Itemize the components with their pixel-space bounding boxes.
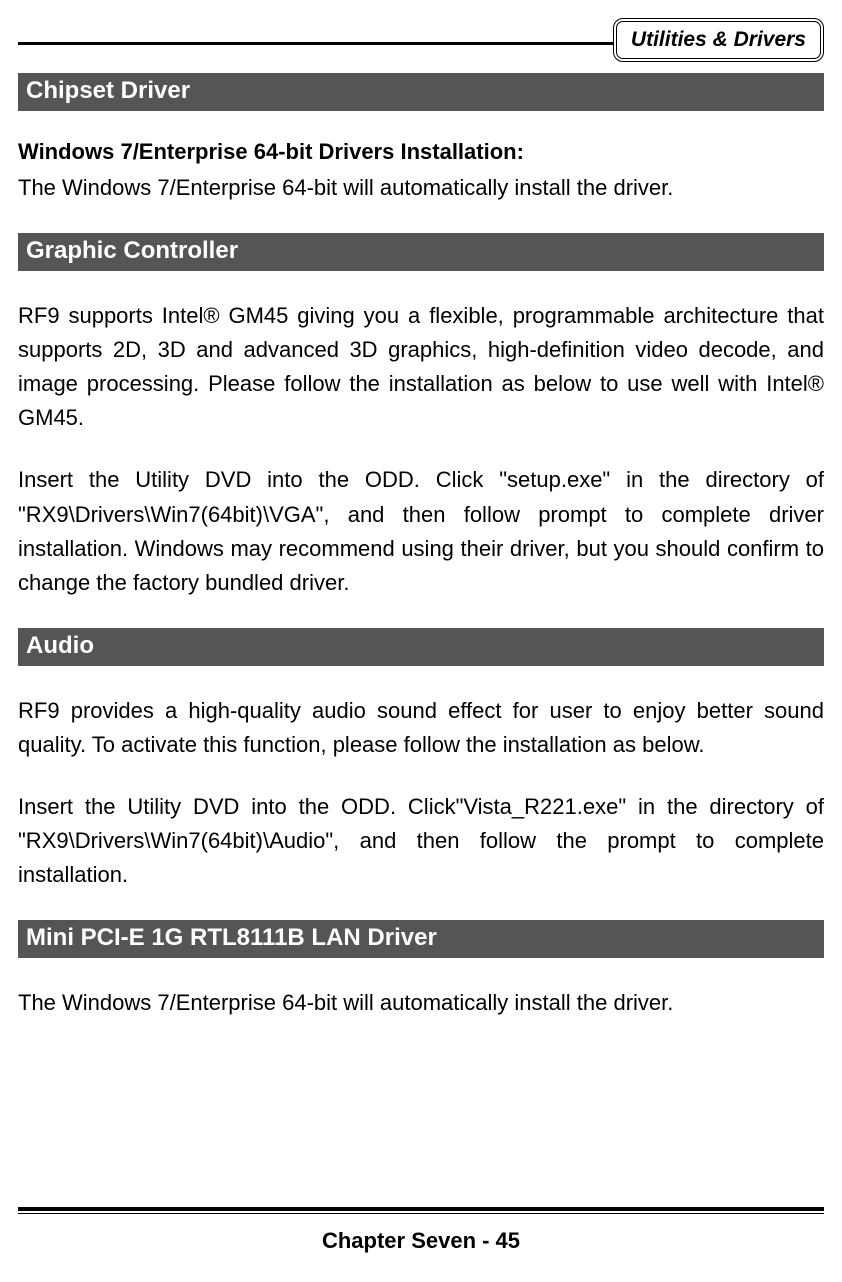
page-header: Utilities & Drivers [18,18,824,62]
graphic-paragraph-1: RF9 supports Intel® GM45 giving you a fl… [18,299,824,435]
section-heading-chipset: Chipset Driver [18,73,824,111]
audio-paragraph-1: RF9 provides a high-quality audio sound … [18,694,824,762]
section-heading-lan: Mini PCI-E 1G RTL8111B LAN Driver [18,920,824,958]
chipset-body: The Windows 7/Enterprise 64-bit will aut… [18,171,824,205]
section-heading-graphic: Graphic Controller [18,233,824,271]
lan-body: The Windows 7/Enterprise 64-bit will aut… [18,986,824,1020]
footer-page-label: Chapter Seven - 45 [18,1228,824,1254]
audio-paragraph-2: Insert the Utility DVD into the ODD. Cli… [18,790,824,892]
section-heading-audio: Audio [18,628,824,666]
bottom-rule-thin [18,1213,824,1214]
bottom-rule-thick [18,1207,824,1211]
chipset-subheading: Windows 7/Enterprise 64-bit Drivers Inst… [18,139,824,165]
graphic-paragraph-2: Insert the Utility DVD into the ODD. Cli… [18,463,824,599]
chapter-badge: Utilities & Drivers [613,18,824,62]
page-footer: Chapter Seven - 45 [18,1207,824,1254]
